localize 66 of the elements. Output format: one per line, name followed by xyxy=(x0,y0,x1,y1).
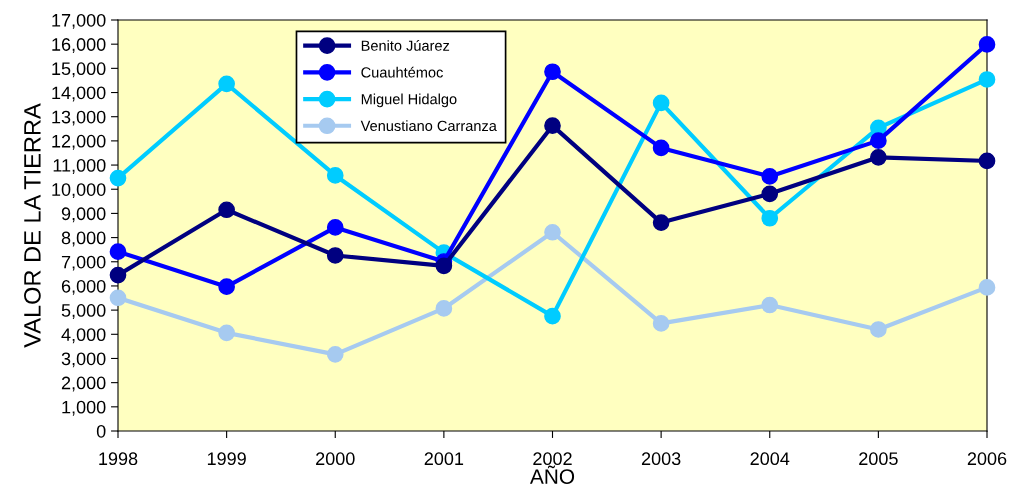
point xyxy=(978,152,996,170)
x-tick-label: 2006 xyxy=(967,452,1007,466)
point xyxy=(761,296,779,314)
point xyxy=(544,307,561,325)
x-tick-label: 1998 xyxy=(99,452,138,466)
point xyxy=(326,167,344,184)
point xyxy=(544,117,561,134)
point xyxy=(870,148,887,166)
y-tick-label: 12,000 xyxy=(52,134,106,150)
x-tick-label: 2005 xyxy=(859,452,898,466)
y-tick-label: 2,000 xyxy=(61,376,106,392)
y-tick-label: 17,000 xyxy=(52,13,106,29)
y-tick-label: 6,000 xyxy=(61,279,106,295)
x-tick-label: 2003 xyxy=(641,452,681,466)
y-tick-label: 3,000 xyxy=(61,352,106,368)
point xyxy=(978,71,996,88)
legend-label: Benito Júarez xyxy=(361,39,450,51)
point xyxy=(761,168,779,185)
x-tick-label: 2001 xyxy=(424,452,464,466)
point xyxy=(870,321,887,338)
point xyxy=(109,289,127,307)
point xyxy=(652,214,670,231)
point xyxy=(109,266,127,284)
legend-label: Miguel Hidalgo xyxy=(361,93,457,108)
y-tick-label: 8,000 xyxy=(61,231,106,247)
point xyxy=(978,36,996,53)
y-tick-label: 0 xyxy=(96,424,106,438)
point xyxy=(978,279,996,296)
point xyxy=(326,247,344,264)
point xyxy=(652,315,670,332)
point xyxy=(652,139,670,157)
legend-label: Venustiano Carranza xyxy=(360,120,497,132)
y-tick-label: 15,000 xyxy=(52,62,106,78)
y-tick-label: 5,000 xyxy=(61,304,106,319)
point xyxy=(326,219,344,236)
point xyxy=(435,300,453,317)
point xyxy=(218,201,235,219)
x-tick-label: 2004 xyxy=(750,452,790,466)
x-tick-label: 2000 xyxy=(316,452,355,466)
y-tick-label: 7,000 xyxy=(61,255,106,271)
x-tick-label: 1999 xyxy=(207,452,246,466)
point xyxy=(218,324,235,342)
y-tick-label: 14,000 xyxy=(52,86,106,102)
y-tick-label: 1,000 xyxy=(62,400,106,416)
y-axis-title: VALOR DE LA TIERRA xyxy=(24,103,41,348)
point xyxy=(435,257,453,275)
y-tick-label: 9,000 xyxy=(61,207,106,223)
point xyxy=(109,169,127,187)
point xyxy=(109,243,127,260)
y-tick-label: 13,000 xyxy=(52,110,106,126)
point xyxy=(218,75,235,93)
point xyxy=(218,278,235,296)
point xyxy=(761,209,779,227)
y-tick-label: 10,000 xyxy=(52,183,106,199)
point xyxy=(652,94,670,112)
point xyxy=(544,223,561,241)
point xyxy=(544,63,561,81)
y-tick-label: 11,000 xyxy=(53,158,106,174)
x-tick-label: 2002 xyxy=(533,452,572,466)
point xyxy=(870,132,887,149)
point xyxy=(761,185,779,203)
y-tick-label: 16,000 xyxy=(52,38,106,54)
legend-label: Cuauhtémoc xyxy=(361,66,443,78)
y-tick-label: 4,000 xyxy=(61,328,106,344)
x-axis-title: AÑO xyxy=(529,465,575,484)
point xyxy=(326,346,344,363)
